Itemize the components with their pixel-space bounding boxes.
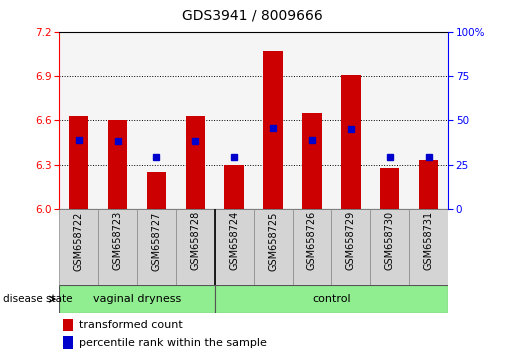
FancyBboxPatch shape <box>293 209 332 285</box>
FancyBboxPatch shape <box>253 209 293 285</box>
Bar <box>185 116 205 209</box>
FancyBboxPatch shape <box>215 285 448 313</box>
Text: disease state: disease state <box>3 294 72 304</box>
Text: percentile rank within the sample: percentile rank within the sample <box>79 338 267 348</box>
FancyBboxPatch shape <box>332 209 370 285</box>
Bar <box>225 165 244 209</box>
Bar <box>380 167 400 209</box>
Text: GSM658722: GSM658722 <box>74 211 83 270</box>
Text: GSM658728: GSM658728 <box>191 211 200 270</box>
Text: GSM658726: GSM658726 <box>307 211 317 270</box>
Text: GSM658729: GSM658729 <box>346 211 356 270</box>
FancyBboxPatch shape <box>409 209 448 285</box>
Bar <box>147 172 166 209</box>
FancyBboxPatch shape <box>59 285 215 313</box>
Bar <box>419 160 438 209</box>
Text: GSM658730: GSM658730 <box>385 211 394 270</box>
FancyBboxPatch shape <box>176 209 215 285</box>
Bar <box>263 51 283 209</box>
Bar <box>108 120 127 209</box>
FancyBboxPatch shape <box>59 209 98 285</box>
FancyBboxPatch shape <box>215 209 253 285</box>
Text: vaginal dryness: vaginal dryness <box>93 294 181 304</box>
Text: GSM658731: GSM658731 <box>424 211 434 270</box>
FancyBboxPatch shape <box>98 209 137 285</box>
Text: control: control <box>312 294 351 304</box>
FancyBboxPatch shape <box>137 209 176 285</box>
Text: GSM658727: GSM658727 <box>151 211 161 270</box>
Text: GSM658723: GSM658723 <box>113 211 123 270</box>
Bar <box>341 75 360 209</box>
Bar <box>63 336 73 349</box>
Bar <box>302 113 322 209</box>
Text: GSM658725: GSM658725 <box>268 211 278 270</box>
Bar <box>63 319 73 331</box>
Text: GSM658724: GSM658724 <box>229 211 239 270</box>
FancyBboxPatch shape <box>370 209 409 285</box>
Text: GDS3941 / 8009666: GDS3941 / 8009666 <box>182 9 323 23</box>
Bar <box>69 116 89 209</box>
Text: transformed count: transformed count <box>79 320 182 330</box>
